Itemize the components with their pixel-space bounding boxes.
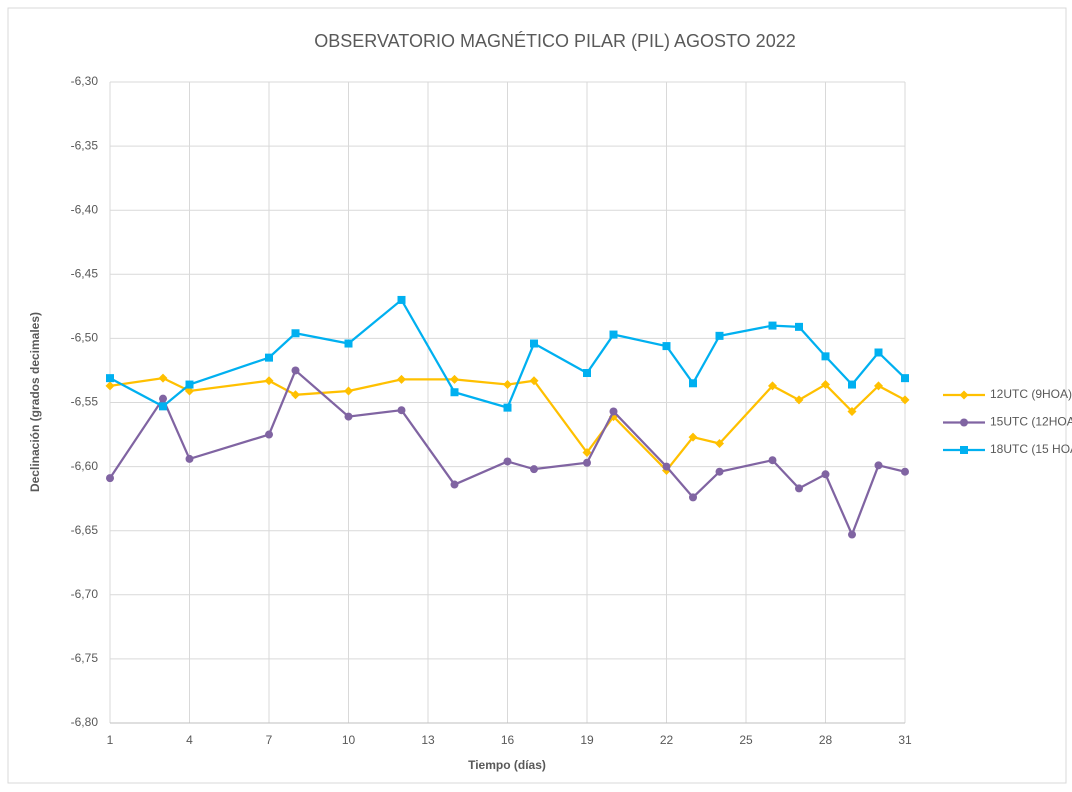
marker [768,456,777,465]
marker [105,381,115,391]
marker [900,395,910,405]
marker [901,467,909,476]
marker [959,390,969,400]
marker [291,329,300,338]
marker [874,461,883,470]
marker [689,493,697,502]
marker [662,462,671,471]
marker [901,374,909,383]
marker [609,330,618,339]
marker [821,352,830,361]
legend-label: 15UTC (12HOA) [990,415,1072,429]
marker [159,394,167,403]
marker [185,380,194,389]
x-tick-label: 1 [107,733,114,747]
marker [609,407,618,416]
y-tick-label: -6,45 [71,266,99,280]
marker [185,386,194,396]
x-tick-label: 16 [501,733,515,747]
marker [503,457,512,466]
marker [715,467,724,476]
marker [344,386,353,396]
marker [185,454,194,463]
marker [960,446,968,454]
marker [582,447,592,457]
y-tick-label: -6,65 [71,523,99,537]
y-tick-label: -6,55 [71,395,99,409]
chart-border [7,7,1067,784]
x-tick-label: 31 [898,733,912,747]
marker [158,373,168,383]
x-tick-label: 7 [266,733,273,747]
marker [715,331,724,340]
y-tick-label: -6,70 [71,587,99,601]
marker [291,366,300,375]
marker [397,295,406,304]
x-tick-label: 4 [186,733,193,747]
marker [848,530,856,539]
marker [821,380,830,390]
marker [960,418,968,427]
x-tick-label: 28 [819,733,833,747]
y-tick-label: -6,75 [71,651,99,665]
chart-title: OBSERVATORIO MAGNÉTICO PILAR (PIL) AGOST… [314,31,795,51]
x-tick-label: 22 [660,733,674,747]
marker [689,379,697,388]
y-axis-label: Declinación (grados decimales) [28,312,42,492]
marker [106,474,114,483]
marker [291,390,300,400]
marker [688,432,698,442]
marker [397,406,406,415]
legend-label: 12UTC (9HOA) [990,387,1072,401]
marker [715,439,724,449]
marker [795,322,803,331]
marker [847,406,857,416]
marker [450,480,459,489]
x-tick-label: 13 [421,733,435,747]
marker [768,321,777,330]
y-tick-label: -6,50 [71,331,99,345]
marker [397,374,406,384]
marker [159,402,167,411]
marker [794,395,804,405]
marker [265,430,273,439]
marker [344,412,353,421]
y-tick-label: -6,30 [71,74,99,88]
marker [265,353,273,362]
x-tick-label: 19 [580,733,594,747]
marker [503,403,512,412]
marker [662,342,671,351]
marker [795,484,803,493]
marker [529,376,539,386]
marker [530,465,538,474]
marker [848,380,856,389]
legend-label: 18UTC (15 HOA) [990,442,1072,456]
marker [264,376,274,386]
marker [821,470,830,479]
marker [530,339,538,348]
marker [503,380,512,390]
marker [450,388,459,397]
x-axis-label: Tiempo (días) [468,758,546,772]
marker [450,374,459,384]
x-tick-label: 25 [739,733,753,747]
marker [106,374,114,383]
marker [874,348,883,357]
y-tick-label: -6,35 [71,138,99,152]
marker [768,381,777,391]
marker [583,369,591,378]
y-tick-label: -6,60 [71,459,99,473]
marker [874,381,883,391]
marker [344,339,353,348]
y-tick-label: -6,40 [71,202,99,216]
y-tick-label: -6,80 [71,715,99,729]
x-tick-label: 10 [342,733,356,747]
marker [583,458,591,467]
